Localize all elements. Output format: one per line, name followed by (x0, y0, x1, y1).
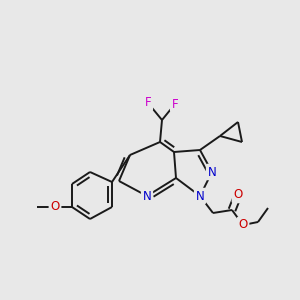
Text: N: N (208, 166, 216, 178)
Text: F: F (172, 98, 178, 110)
Text: O: O (50, 200, 60, 214)
Text: O: O (238, 218, 247, 232)
Text: N: N (142, 190, 152, 202)
Text: N: N (196, 190, 204, 202)
Text: F: F (145, 97, 151, 110)
Text: O: O (233, 188, 243, 202)
